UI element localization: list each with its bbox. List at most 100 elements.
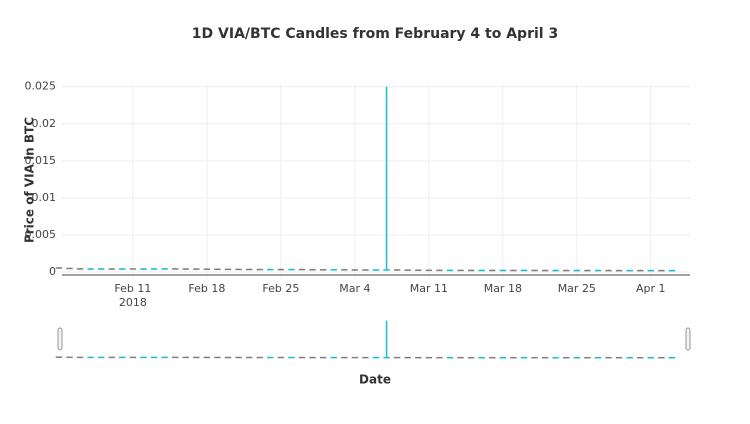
candle-body [171, 268, 179, 270]
y-tick-label: 0.01 [32, 191, 57, 204]
candle-body [457, 269, 464, 272]
candle-body [637, 269, 644, 272]
candle-body [119, 268, 126, 270]
rangeslider-candle-body [531, 356, 538, 359]
rangeslider-candle-body [150, 356, 158, 359]
candle-body [605, 269, 612, 272]
x-tick-label: Mar 4 [339, 282, 370, 295]
candle-body [108, 268, 115, 270]
candle-body [478, 269, 485, 272]
rangeslider-candle-body [87, 356, 94, 359]
candle-body [245, 268, 253, 271]
rangeslider-candle-body [573, 356, 581, 359]
candle-body [214, 268, 221, 271]
rangeslider-candle-body [108, 356, 115, 359]
candle-body [383, 269, 390, 271]
x-tick-label: Apr 1 [636, 282, 666, 295]
rangeslider-candle-body [288, 356, 295, 359]
rangeslider-candle-body [393, 356, 401, 359]
x-tick-label: Feb 18 [188, 282, 225, 295]
rangeslider-candle-body [436, 356, 443, 359]
candle-body [584, 269, 591, 272]
candle-body [140, 268, 147, 270]
candle-body [256, 268, 263, 271]
x-tick-label: Feb 25 [262, 282, 299, 295]
y-tick-label: 0.025 [25, 80, 57, 93]
candle-body [150, 268, 158, 270]
candle-body [668, 269, 676, 272]
rangeslider-candle-body [341, 356, 348, 359]
rangeslider-candle-body [467, 356, 475, 359]
candle-body [203, 268, 211, 270]
chart-title: 1D VIA/BTC Candles from February 4 to Ap… [192, 26, 558, 42]
rangeslider-candle-body [605, 356, 612, 359]
rangeslider-candle-body [404, 356, 411, 359]
x-tick-year: 2018 [119, 296, 147, 309]
candle-body [594, 269, 602, 272]
rangeslider-candle-body [98, 356, 105, 359]
candle-body [87, 268, 94, 270]
candle-body [415, 269, 422, 272]
candle-body [393, 269, 401, 271]
candle-body [235, 268, 242, 271]
y-tick-label: 0 [49, 265, 56, 278]
rangeslider-candle-body [457, 356, 464, 359]
candle-body [531, 269, 538, 272]
rangeslider-candle-body [140, 356, 147, 359]
range-handle-left[interactable] [57, 327, 63, 351]
rangeslider-candle-body [330, 356, 337, 359]
rangeslider-candle-body [298, 356, 306, 359]
candle-body [520, 269, 528, 272]
rangeslider-candle-body [626, 356, 633, 359]
candle-body [552, 269, 559, 272]
candle-body [489, 269, 496, 272]
x-tick-label: Mar 25 [558, 282, 596, 295]
rangeslider-candle-body [510, 356, 517, 359]
rangeslider-candle-body [193, 356, 200, 359]
rangeslider-candle-body [161, 356, 168, 359]
rangeslider-candle-body [658, 356, 665, 359]
y-tick-label: 0.005 [25, 228, 57, 241]
candle-body [467, 269, 475, 272]
rangeslider-candle-body [319, 356, 327, 359]
rangeslider-candle-body [351, 356, 359, 359]
rangeslider-candle-body [245, 356, 253, 359]
rangeslider-candle-body [615, 356, 623, 359]
rangeslider-candle-body [637, 356, 644, 359]
candle-body [309, 268, 316, 271]
candle-body [647, 269, 654, 272]
y-axis-label: Price of VIA in BTC [23, 117, 37, 243]
candle-body [563, 269, 570, 272]
candle-body [224, 268, 232, 271]
rangeslider-candle-body [383, 356, 390, 359]
candle-body [319, 269, 327, 271]
rangeslider-candle-body [668, 356, 676, 359]
rangeslider-candle-body [552, 356, 559, 359]
rangeslider-candle-body [203, 356, 211, 359]
candle-body [615, 269, 623, 272]
candle-body [267, 268, 274, 271]
candle-body [277, 268, 285, 271]
candle-body [510, 269, 517, 272]
rangeslider-candle-body [489, 356, 496, 359]
rangeslider-candle-body [372, 356, 380, 359]
rangeslider-candle-body [224, 356, 232, 359]
rangeslider-candle-body [277, 356, 285, 359]
rangeslider-candle-body [520, 356, 528, 359]
rangeslider-candle-body [182, 356, 189, 359]
candle-body [436, 269, 443, 272]
candle-body [98, 268, 105, 270]
rangeslider-candle-body [267, 356, 274, 359]
range-handle-right[interactable] [685, 327, 691, 351]
candle-body [658, 269, 665, 272]
rangeslider-candle-body [499, 356, 507, 359]
rangeslider-candle-body [55, 356, 63, 358]
candle-body [76, 268, 84, 270]
rangeslider-candle-body [541, 356, 549, 359]
candle-body [541, 269, 549, 272]
x-tick-label: Feb 11 [114, 282, 151, 295]
rangeslider-candle-body [446, 356, 454, 359]
candle-body [362, 269, 369, 271]
x-axis-label: Date [359, 373, 391, 387]
